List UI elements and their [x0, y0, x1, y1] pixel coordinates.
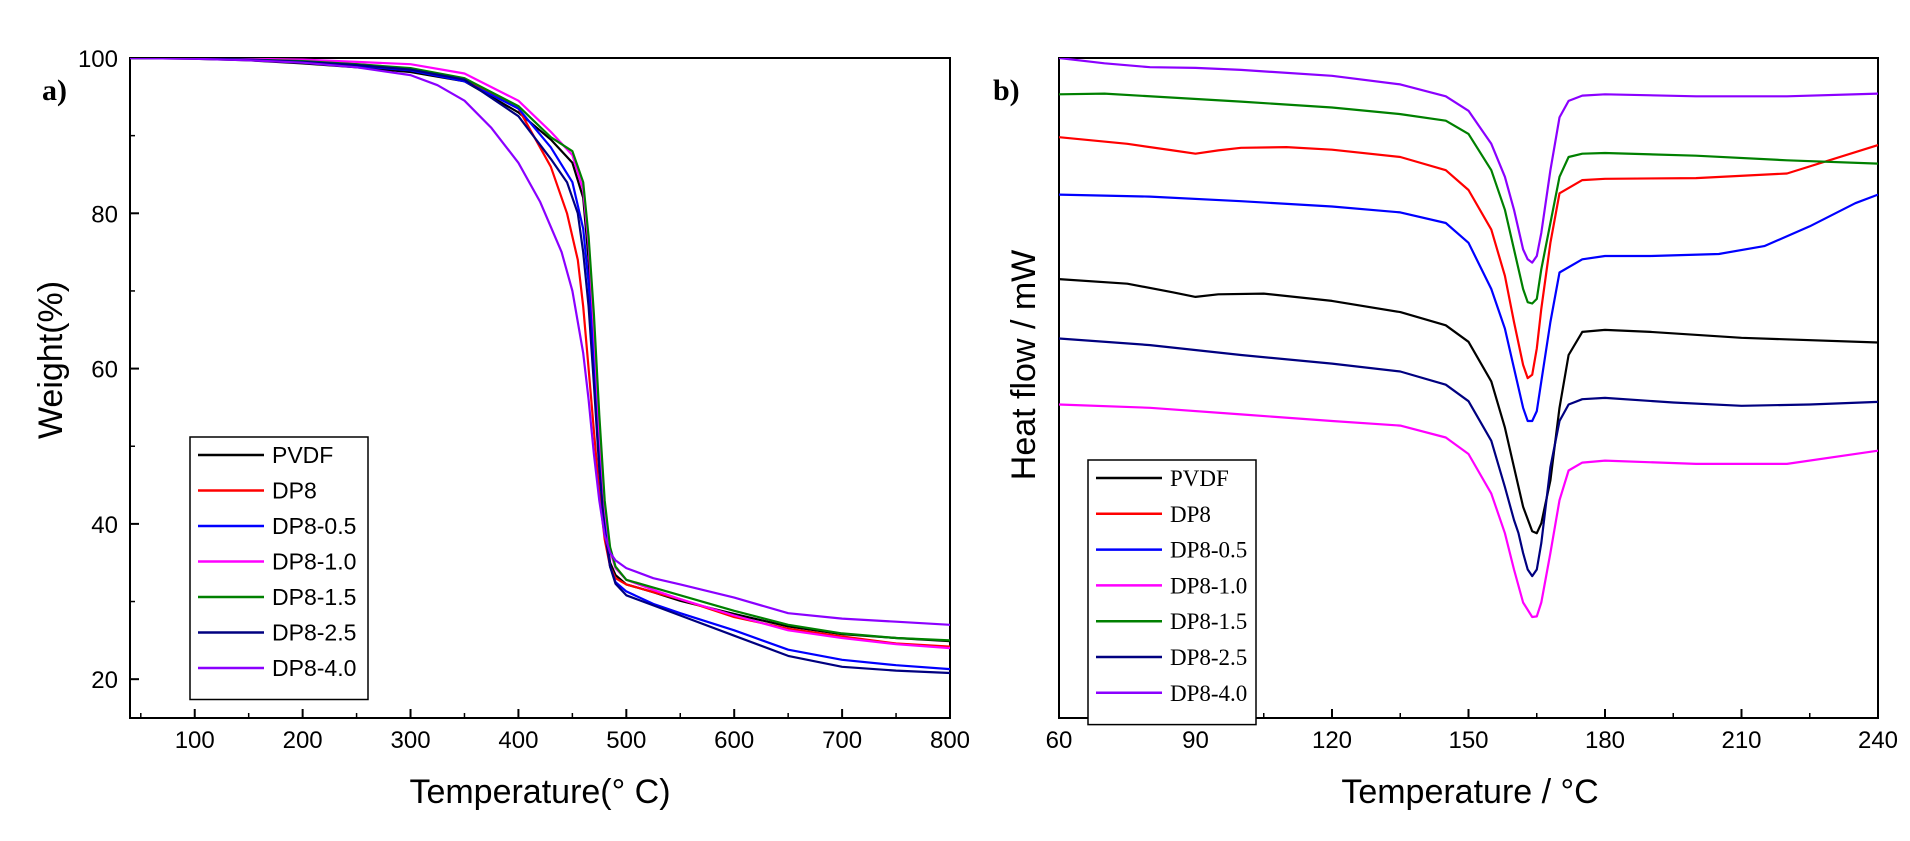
panel-a-legend-label-dp8-1-0: DP8-1.0	[272, 549, 356, 575]
panel-b-plot: 60 90 120 150 180 210 240	[1046, 57, 1898, 754]
panel-a-x-tick-label: 300	[391, 727, 431, 754]
panel-b-x-tick-label: 150	[1448, 727, 1488, 754]
panel-b-legend-label-dp8-2-5: DP8-2.5	[1170, 645, 1247, 670]
panel-a-y-tick-label: 60	[91, 357, 118, 384]
panel-b-series-line-dp8-0-5	[1059, 193, 1878, 423]
panel-a-legend-label-dp8-2-5: DP8-2.5	[272, 620, 356, 646]
panel-a-label: a)	[42, 74, 67, 107]
panel-a-x-tick-label: 600	[714, 727, 754, 754]
panel-a-y-tick-label: 20	[91, 667, 118, 694]
panel-b-x-axis-label: Temperature / °C	[1341, 773, 1598, 811]
panel-b-x-tick-label: 240	[1858, 727, 1898, 754]
panel-b-legend-label-dp8-0-5: DP8-0.5	[1170, 538, 1247, 563]
panel-a-y-tick-label: 40	[91, 512, 118, 539]
panel-b-series-line-dp8-2-5	[1059, 337, 1878, 578]
panel-b-series-line-pvdf	[1059, 278, 1878, 535]
panel-a-legend-label-pvdf: PVDF	[272, 442, 333, 468]
panel-b-legend-label-dp8-1-0: DP8-1.0	[1170, 573, 1247, 598]
panel-b-y-axis-label: Heat flow / mW	[1005, 250, 1043, 480]
panel-a-series-line-dp8-4-0	[130, 58, 950, 626]
panel-a-x-tick-label: 500	[606, 727, 646, 754]
panel-b: b) Heat flow / mW Temperature / °C 60 90 1…	[993, 57, 1898, 811]
panel-a-legend-label-dp8-1-5: DP8-1.5	[272, 584, 356, 610]
panel-b-legend: PVDF DP8 DP8-0.5 DP8-1.0 DP8-1.5 DP8-2.5 DP8-4…	[1087, 459, 1257, 726]
panel-b-label: b)	[993, 74, 1020, 107]
panel-b-x-tick-label: 120	[1312, 727, 1352, 754]
panel-a-series-line-dp8-2-5	[130, 58, 950, 675]
panel-b-series-line-dp8-1-0	[1059, 403, 1878, 619]
panel-b-series-line-dp8	[1059, 136, 1878, 380]
panel-b-legend-label-dp8-1-5: DP8-1.5	[1170, 609, 1247, 634]
panel-a-x-tick-label: 100	[175, 727, 215, 754]
panel-a-legend-label-dp8-4-0: DP8-4.0	[272, 655, 356, 681]
panel-b-series-group	[1059, 58, 1878, 619]
panel-a-x-tick-label: 400	[498, 727, 538, 754]
panel-a-y-axis-label: Weight(%)	[32, 281, 70, 439]
panel-a-y-tick-label: 100	[78, 46, 118, 73]
panel-b-x-tick-label: 180	[1585, 727, 1625, 754]
panel-a-x-tick-label: 800	[930, 727, 970, 754]
panel-a-y-tick-label: 80	[91, 201, 118, 228]
panel-a-legend-label-dp8: DP8	[272, 478, 317, 504]
panel-b-x-tick-label: 60	[1046, 727, 1073, 754]
panel-b-legend-label-dp8-4-0: DP8-4.0	[1170, 681, 1247, 706]
panel-a-axes-frame	[129, 57, 951, 719]
panel-a-legend: PVDF DP8 DP8-0.5 DP8-1.0 DP8-1.5 DP8-2.5 DP8-4…	[189, 436, 369, 701]
panel-b-series-line-dp8-4-0	[1059, 58, 1878, 264]
panel-a-legend-label-dp8-0-5: DP8-0.5	[272, 513, 356, 539]
panel-a-x-axis-label: Temperature(° C)	[409, 773, 670, 811]
panel-a-legend-box	[189, 436, 369, 701]
panel-a-plot: 100 200 300 400 500 600 700 800 20 40 60 80 100	[78, 46, 970, 754]
panel-b-legend-label-dp8: DP8	[1170, 502, 1211, 527]
panel-b-x-tick-label: 90	[1182, 727, 1209, 754]
panel-a-series-group	[130, 58, 950, 675]
panel-a-x-tick-label: 700	[822, 727, 862, 754]
panel-a: a) Weight(%) Temperature(° C) 100 200 300 4…	[32, 46, 970, 811]
panel-b-legend-label-pvdf: PVDF	[1170, 466, 1229, 491]
panel-b-legend-box	[1087, 459, 1257, 726]
panel-b-x-tick-label: 210	[1721, 727, 1761, 754]
panel-b-series-line-dp8-1-5	[1059, 92, 1878, 305]
panel-a-x-tick-label: 200	[283, 727, 323, 754]
